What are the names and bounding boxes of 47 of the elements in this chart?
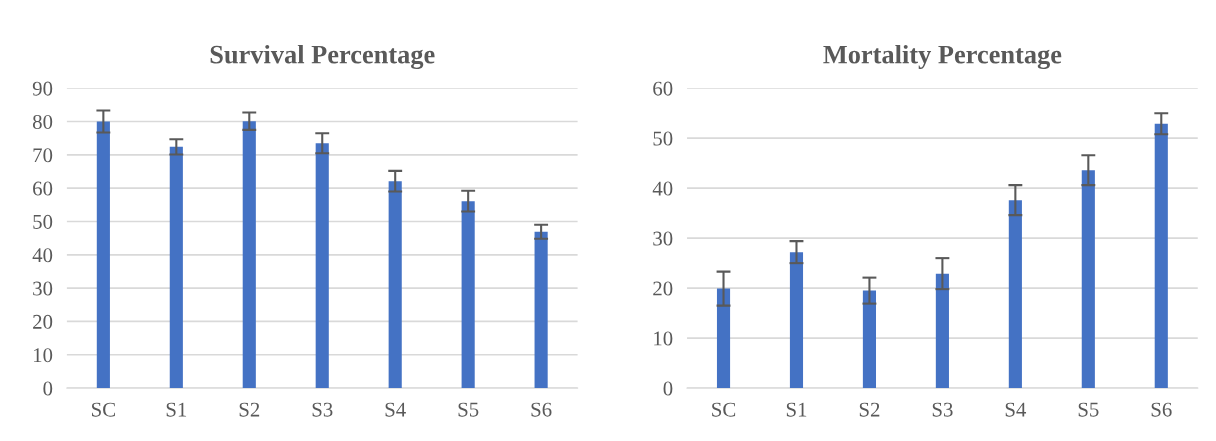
bar <box>315 143 329 389</box>
x-tick-label: S5 <box>458 402 479 417</box>
bar <box>1154 123 1168 389</box>
y-tick-label: 80 <box>32 114 53 129</box>
y-tick-label: 0 <box>663 381 673 396</box>
x-tick-label: S1 <box>786 402 807 417</box>
y-tick-label: 60 <box>653 81 673 96</box>
x-tick-label: S2 <box>859 402 880 417</box>
chart-title: Mortality Percentage <box>823 44 1062 70</box>
bar <box>1008 200 1022 389</box>
bar <box>242 121 256 389</box>
x-tick-label: S1 <box>166 402 187 417</box>
x-tick-label: S6 <box>1151 402 1172 417</box>
bar <box>789 252 804 389</box>
y-tick-label: 40 <box>652 181 673 196</box>
bar <box>534 231 548 389</box>
x-tick-label: SC <box>712 402 736 417</box>
y-tick-label: 10 <box>33 348 53 363</box>
y-tick-label: 30 <box>653 231 673 246</box>
bar <box>716 288 731 389</box>
bar <box>935 273 949 389</box>
bar <box>169 146 183 389</box>
y-tick-label: 90 <box>32 81 53 96</box>
bar <box>862 290 877 389</box>
x-tick-label: S2 <box>239 402 260 417</box>
y-tick-label: 60 <box>33 181 53 196</box>
x-tick-label: S3 <box>932 402 953 417</box>
x-tick-label: S6 <box>531 402 552 417</box>
bar <box>461 201 475 389</box>
chart-title: Survival Percentage <box>210 44 435 70</box>
x-tick-label: S4 <box>1005 402 1027 417</box>
y-tick-label: 0 <box>43 381 53 396</box>
y-tick-label: 10 <box>654 331 673 346</box>
x-tick-label: SC <box>92 402 115 417</box>
y-tick-label: 20 <box>653 281 673 296</box>
y-tick-label: 50 <box>33 214 53 229</box>
x-tick-label: S5 <box>1078 402 1099 417</box>
bar <box>96 121 110 389</box>
y-tick-label: 30 <box>33 281 53 296</box>
bar <box>1081 170 1095 389</box>
y-tick-label: 50 <box>653 131 673 146</box>
x-tick-label: S3 <box>312 402 333 417</box>
y-tick-label: 20 <box>33 314 53 329</box>
y-tick-label: 70 <box>33 148 53 163</box>
y-tick-label: 40 <box>32 248 53 263</box>
bar <box>388 181 402 389</box>
x-tick-label: S4 <box>385 402 406 417</box>
